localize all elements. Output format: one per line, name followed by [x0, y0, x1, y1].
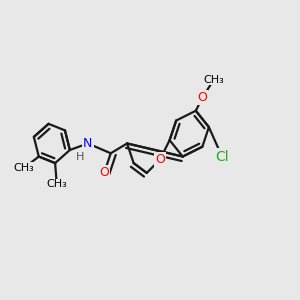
Text: Cl: Cl — [215, 149, 229, 164]
Text: O: O — [197, 91, 207, 104]
Text: O: O — [99, 167, 109, 179]
Text: O: O — [155, 153, 165, 166]
Text: H: H — [76, 152, 84, 161]
Text: CH₃: CH₃ — [46, 179, 67, 189]
Text: N: N — [83, 137, 92, 150]
Text: CH₃: CH₃ — [203, 75, 224, 85]
Text: CH₃: CH₃ — [14, 163, 34, 173]
